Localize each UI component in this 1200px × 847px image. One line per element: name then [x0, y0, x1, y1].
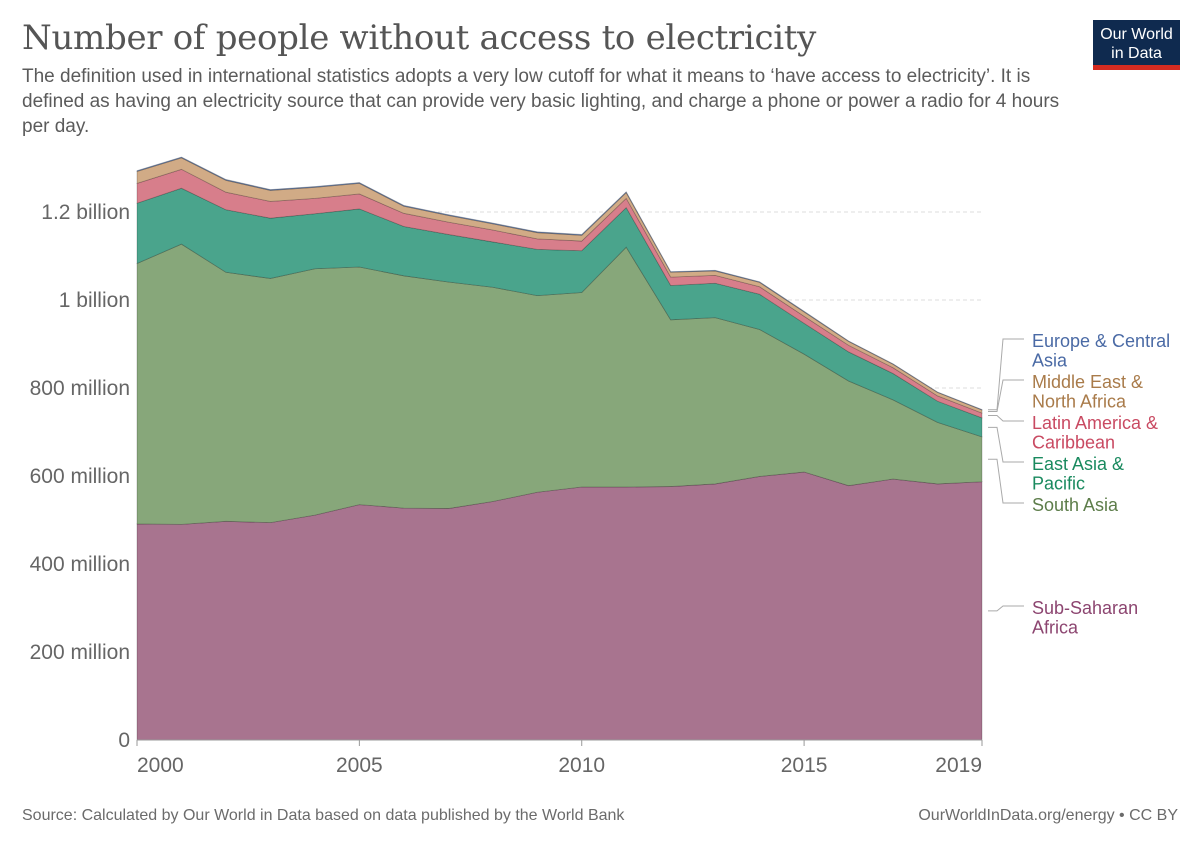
legend-label-europe-central-asia[interactable]: Europe & Central: [1032, 331, 1170, 351]
y-tick-label: 0: [118, 729, 130, 752]
logo-line-1: Our World: [1100, 26, 1173, 43]
stacked-area-chart: 0 200 million 400 million 600 million 800 mi…: [30, 156, 1170, 777]
x-tick-label: 2010: [558, 754, 605, 777]
series-areas: [136, 156, 983, 741]
logo-accent-bar: [1093, 65, 1180, 70]
legend-label-sub-saharan-africa[interactable]: Sub-Saharan: [1032, 598, 1138, 618]
y-tick-label: 200 million: [30, 641, 130, 664]
y-tick-label: 600 million: [30, 465, 130, 488]
source-url-link[interactable]: OurWorldInData.org/energy • CC BY: [918, 807, 1178, 824]
legend-label-latin-america-caribbean[interactable]: Latin America &: [1032, 413, 1158, 433]
area-europe-central-asia[interactable]: [136, 156, 983, 411]
legend-leader-line: [988, 605, 1024, 612]
legend-label-middle-east-north-africa[interactable]: Middle East &: [1032, 372, 1143, 392]
legend-label-latin-america-caribbean[interactable]: Caribbean: [1032, 433, 1115, 453]
x-tick-label: 2005: [336, 754, 383, 777]
chart-title: Number of people without access to elect…: [22, 18, 817, 58]
legend-leader-line: [988, 379, 1024, 413]
x-tick-label: 2015: [781, 754, 828, 777]
legend-label-east-asia-pacific[interactable]: Pacific: [1032, 474, 1085, 494]
legend-leader-line: [988, 338, 1024, 411]
source-note: Source: Calculated by Our World in Data …: [22, 807, 625, 824]
logo-line-2: in Data: [1111, 45, 1162, 62]
chart-subtitle: The definition used in international sta…: [22, 66, 1060, 137]
owid-logo[interactable]: Our World in Data: [1093, 20, 1180, 70]
y-tick-label: 1.2 billion: [41, 201, 130, 224]
y-tick-label: 1 billion: [59, 289, 130, 312]
legend-label-middle-east-north-africa[interactable]: North Africa: [1032, 392, 1127, 412]
x-tick-label: 2019: [935, 754, 982, 777]
legend-label-east-asia-pacific[interactable]: East Asia &: [1032, 454, 1124, 474]
x-tick-label: 2000: [137, 754, 184, 777]
legend-leader-line: [988, 426, 1024, 463]
axes: 0 200 million 400 million 600 million 800 mi…: [30, 201, 983, 777]
area-south-asia[interactable]: [136, 243, 983, 525]
legend-label-south-asia[interactable]: South Asia: [1032, 495, 1119, 515]
legend-leader-line: [988, 415, 1024, 422]
legend-label-sub-saharan-africa[interactable]: Africa: [1032, 618, 1079, 638]
legend-label-europe-central-asia[interactable]: Asia: [1032, 351, 1068, 371]
legend-leader-line: [988, 458, 1024, 504]
y-tick-label: 400 million: [30, 553, 130, 576]
y-tick-label: 800 million: [30, 377, 130, 400]
